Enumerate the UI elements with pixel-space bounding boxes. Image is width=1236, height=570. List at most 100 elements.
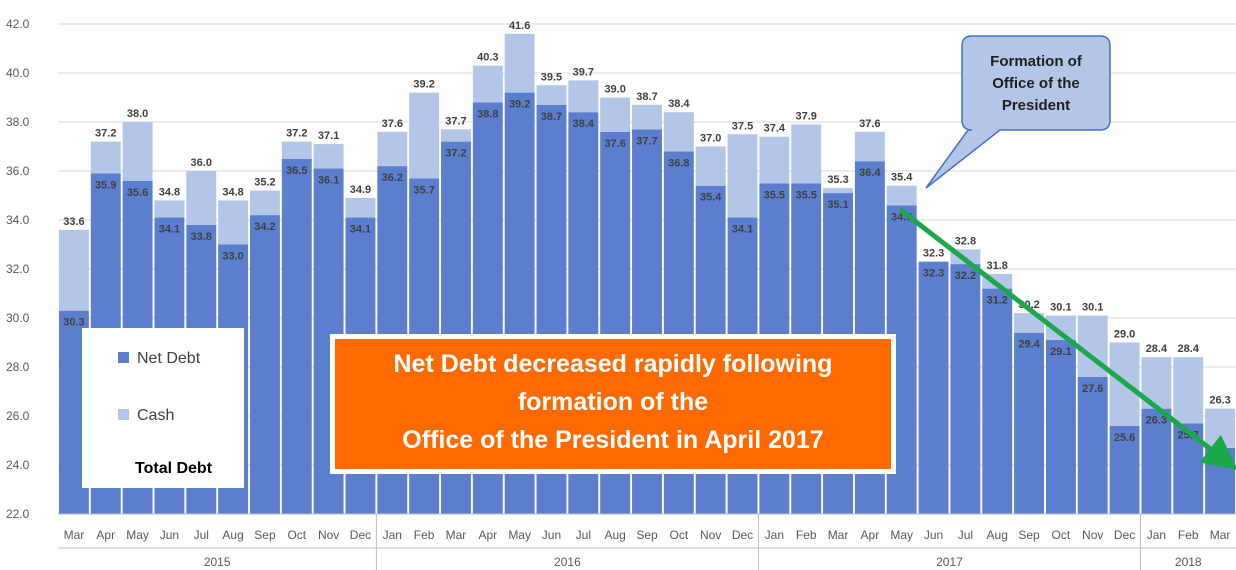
net-debt-label: 32.3 xyxy=(923,268,944,280)
total-label: 37.2 xyxy=(286,128,307,140)
total-label: 37.1 xyxy=(318,130,339,142)
total-label: 37.5 xyxy=(732,120,753,132)
net-debt-label: 35.5 xyxy=(795,189,816,201)
month-label: Apr xyxy=(478,528,497,542)
month-label: Jun xyxy=(924,528,943,542)
bar-cash xyxy=(568,80,599,113)
net-debt-label: 38.4 xyxy=(573,118,595,130)
trend-arrow xyxy=(898,207,1236,471)
month-label: Apr xyxy=(96,528,115,542)
total-label: 34.8 xyxy=(159,186,180,198)
total-label: 38.7 xyxy=(636,91,657,103)
month-label: Mar xyxy=(1210,528,1231,542)
net-debt-label: 34.2 xyxy=(254,221,275,233)
month-label: Mar xyxy=(828,528,849,542)
total-label: 35.3 xyxy=(827,174,848,186)
total-label: 26.3 xyxy=(1209,395,1230,407)
bar-net-debt xyxy=(982,288,1013,514)
total-label: 37.7 xyxy=(445,115,466,127)
bar-cash xyxy=(632,104,662,130)
total-label: 39.0 xyxy=(604,84,625,96)
bar-cash xyxy=(1205,408,1236,448)
legend-swatch-cash xyxy=(118,409,129,420)
net-debt-label: 39.2 xyxy=(509,99,530,111)
year-label: 2017 xyxy=(936,555,963,569)
net-debt-label: 34.1 xyxy=(159,224,180,236)
bar-cash xyxy=(886,185,917,206)
net-debt-label: 25.6 xyxy=(1114,432,1135,444)
bar-cash xyxy=(281,141,312,159)
y-axis: 22.0 24.0 26.0 28.0 30.0 32.0 34.0 36.0 38.0 40.0… xyxy=(6,17,30,521)
year-label: 2018 xyxy=(1175,555,1202,569)
legend-cash: Cash xyxy=(137,407,174,424)
net-debt-label: 36.8 xyxy=(668,157,689,169)
net-debt-label: 35.4 xyxy=(700,192,722,204)
banner-line-2: formation of the xyxy=(518,388,708,416)
bar-cash xyxy=(90,141,121,174)
bar-cash xyxy=(791,124,822,184)
callout-line-2: Office of the xyxy=(992,75,1080,92)
legend-net-debt: Net Debt xyxy=(137,350,201,367)
month-label: Dec xyxy=(732,528,753,542)
net-debt-label: 35.5 xyxy=(764,189,785,201)
bar-net-debt xyxy=(1077,376,1108,514)
month-label: Oct xyxy=(1052,528,1071,542)
month-label: Sep xyxy=(636,528,658,542)
month-label: May xyxy=(126,528,149,542)
month-label: Jan xyxy=(383,528,402,542)
bar-cash xyxy=(663,112,694,152)
bar-cash xyxy=(695,146,726,186)
y-tick-label: 32.0 xyxy=(6,262,30,276)
net-debt-label: 37.6 xyxy=(604,138,625,150)
month-label: Aug xyxy=(222,528,243,542)
net-debt-label: 38.8 xyxy=(477,108,498,120)
net-debt-label: 29.1 xyxy=(1050,346,1071,358)
net-debt-label: 34.1 xyxy=(732,224,753,236)
bar-net-debt xyxy=(1014,332,1045,514)
total-label: 35.2 xyxy=(254,177,275,189)
y-tick-label: 28.0 xyxy=(6,360,30,374)
legend-total-debt: Total Debt xyxy=(135,460,213,477)
net-debt-label: 30.3 xyxy=(63,317,84,329)
net-debt-label: 35.9 xyxy=(95,179,116,191)
net-debt-label: 27.6 xyxy=(1082,383,1103,395)
bar-net-debt xyxy=(918,261,949,514)
total-label: 34.9 xyxy=(350,184,371,196)
month-label: Apr xyxy=(861,528,880,542)
net-debt-label: 36.2 xyxy=(382,172,403,184)
month-label: Aug xyxy=(604,528,625,542)
bar-cash xyxy=(504,33,535,93)
total-label: 37.6 xyxy=(859,118,880,130)
net-debt-label: 38.7 xyxy=(541,111,562,123)
total-label: 38.4 xyxy=(668,98,690,110)
bar-net-debt xyxy=(1045,340,1076,514)
net-debt-label: 35.7 xyxy=(413,184,434,196)
bar-cash xyxy=(727,134,758,218)
total-label: 37.4 xyxy=(764,123,786,135)
total-label: 37.9 xyxy=(795,110,816,122)
month-label: Jul xyxy=(958,528,973,542)
banner-line-1: Net Debt decreased rapidly following xyxy=(394,350,833,378)
annotation-banner: Net Debt decreased rapidly following for… xyxy=(330,334,896,474)
month-label: Jul xyxy=(576,528,591,542)
y-tick-label: 38.0 xyxy=(6,115,30,129)
bar-cash xyxy=(854,131,885,162)
net-debt-label: 36.4 xyxy=(859,167,881,179)
total-label: 32.3 xyxy=(923,248,944,260)
bar-cash xyxy=(122,122,153,181)
banner-box xyxy=(335,339,891,469)
month-label: May xyxy=(508,528,531,542)
total-label: 35.4 xyxy=(891,172,913,184)
month-label: May xyxy=(890,528,913,542)
net-debt-label: 34.1 xyxy=(350,224,371,236)
bar-cash xyxy=(154,200,185,218)
net-debt-label: 29.4 xyxy=(1018,339,1040,351)
total-label: 39.2 xyxy=(413,79,434,91)
month-label: Oct xyxy=(670,528,689,542)
bar-cash xyxy=(186,171,217,225)
y-tick-label: 34.0 xyxy=(6,213,30,227)
total-label: 38.0 xyxy=(127,108,148,120)
total-label: 29.0 xyxy=(1114,329,1135,341)
total-label: 39.7 xyxy=(573,66,594,78)
total-label: 33.6 xyxy=(63,216,84,228)
